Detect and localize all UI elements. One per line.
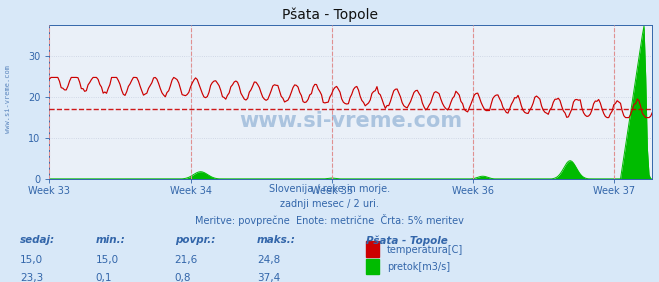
Text: www.si-vreme.com: www.si-vreme.com	[5, 65, 11, 133]
Text: maks.:: maks.:	[257, 235, 296, 245]
Text: povpr.:: povpr.:	[175, 235, 215, 245]
Text: 15,0: 15,0	[96, 255, 119, 265]
Text: 21,6: 21,6	[175, 255, 198, 265]
Text: 0,1: 0,1	[96, 273, 112, 282]
Text: Meritve: povprečne  Enote: metrične  Črta: 5% meritev: Meritve: povprečne Enote: metrične Črta:…	[195, 214, 464, 226]
Text: 37,4: 37,4	[257, 273, 280, 282]
Text: www.si-vreme.com: www.si-vreme.com	[239, 111, 463, 131]
Text: sedaj:: sedaj:	[20, 235, 55, 245]
Text: pretok[m3/s]: pretok[m3/s]	[387, 262, 450, 272]
Text: min.:: min.:	[96, 235, 125, 245]
Text: 24,8: 24,8	[257, 255, 280, 265]
Text: 23,3: 23,3	[20, 273, 43, 282]
Text: 15,0: 15,0	[20, 255, 43, 265]
Text: Slovenija / reke in morje.: Slovenija / reke in morje.	[269, 184, 390, 194]
Text: temperatura[C]: temperatura[C]	[387, 244, 463, 255]
Text: 0,8: 0,8	[175, 273, 191, 282]
Text: Pšata - Topole: Pšata - Topole	[281, 7, 378, 21]
Text: zadnji mesec / 2 uri.: zadnji mesec / 2 uri.	[280, 199, 379, 209]
Text: Pšata - Topole: Pšata - Topole	[366, 235, 447, 246]
